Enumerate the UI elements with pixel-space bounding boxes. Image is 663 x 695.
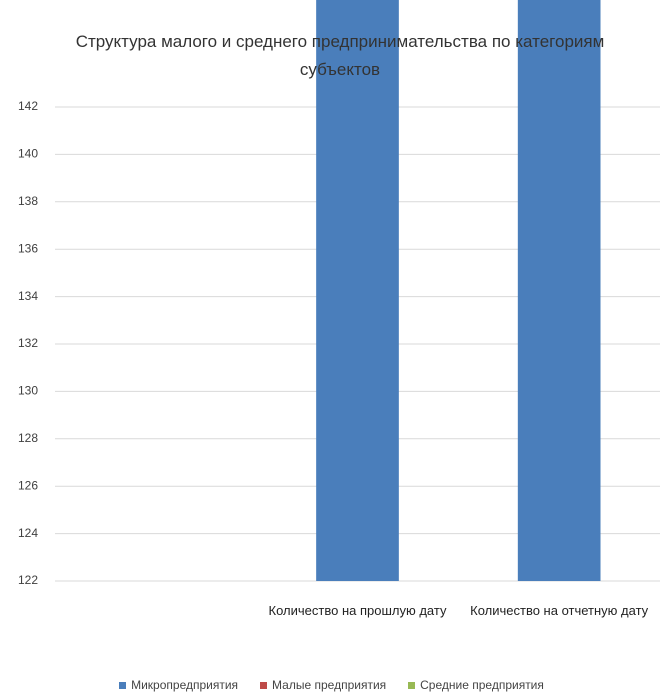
legend-swatch xyxy=(260,681,268,689)
legend: Микропредприятия Малые предприятия Средние… xyxy=(0,678,663,692)
y-tick-label: 138 xyxy=(18,194,38,208)
x-tick-label: Количество на прошлую дату xyxy=(268,603,447,618)
y-tick-label: 140 xyxy=(18,147,38,161)
chart-title: Структура малого и среднего предпринимат… xyxy=(75,32,605,79)
legend-swatch xyxy=(408,681,416,689)
y-tick-label: 124 xyxy=(18,526,38,540)
bar-segment xyxy=(517,0,601,581)
y-tick-label: 136 xyxy=(18,241,38,255)
legend-item: Микропредприятия xyxy=(119,678,238,692)
legend-label: Малые предприятия xyxy=(272,678,387,692)
legend-label: Средние предприятия xyxy=(420,678,544,692)
y-tick-label: 132 xyxy=(18,336,38,350)
y-tick-label: 142 xyxy=(18,99,38,113)
legend-item: Малые предприятия xyxy=(260,678,386,692)
x-tick-label: Количество на отчетную дату xyxy=(470,603,649,618)
legend-swatch xyxy=(119,681,127,689)
legend-item: Средние предприятия xyxy=(408,678,544,692)
bar-segment xyxy=(316,0,399,581)
y-tick-label: 122 xyxy=(18,573,38,587)
y-tick-label: 126 xyxy=(18,478,38,492)
y-tick-label: 134 xyxy=(18,289,38,303)
y-tick-label: 130 xyxy=(18,384,38,398)
y-tick-label: 128 xyxy=(18,431,38,445)
legend-label: Микропредприятия xyxy=(131,678,239,692)
